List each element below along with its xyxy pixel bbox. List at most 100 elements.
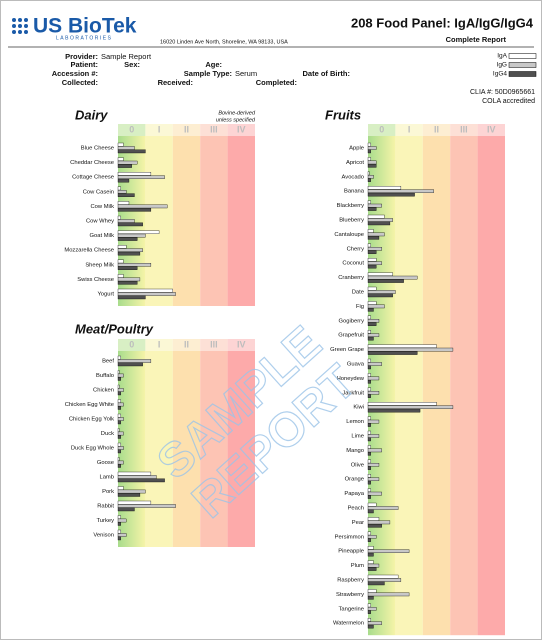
bar [367,517,380,521]
class-header [477,124,505,136]
food-label: Chicken Egg White [65,402,114,408]
bar [367,466,371,470]
food-label: Chicken [93,388,114,394]
bar [367,509,374,514]
food-label: Orange [345,477,364,483]
food-label: Sheep Milk [85,262,114,268]
logo-icon [12,18,28,34]
bar [367,387,371,392]
bar [367,229,374,233]
bar [367,275,418,280]
class-label: 0 [129,124,134,134]
bar [117,529,121,534]
bar [117,274,124,278]
food-label: Cow Milk [90,204,114,210]
legend-label: IgG [497,62,507,69]
bar [117,160,138,165]
bar [117,391,121,396]
food-label: Buffalo [96,373,114,379]
section-title: Dairy [75,107,108,122]
class-header [422,124,451,136]
bar [367,610,371,614]
food-label: Green Grape [330,347,364,353]
food-label: Duck Egg Whole [71,446,114,452]
class-header [395,124,423,136]
class-column [145,136,173,306]
food-label: Cheddar Cheese [70,160,114,166]
bar [117,186,121,191]
info-label: Provider: [65,52,98,61]
bar [117,399,121,403]
class-label: III [210,124,218,134]
bar [117,215,121,220]
class-header [368,124,396,136]
bar [117,504,176,508]
bar [117,233,146,238]
bar [367,459,371,464]
bar [367,192,415,197]
report-subtitle: Complete Report [446,35,507,44]
food-label: Lamb [99,475,114,481]
bar [117,486,124,490]
bar [117,190,127,194]
bar [117,428,120,432]
bar [367,315,371,320]
bar [367,596,374,600]
bar [117,413,121,418]
bar [367,563,380,568]
bar [117,515,121,519]
bar [367,618,371,622]
bar [367,308,374,312]
bar [117,201,130,205]
bar [367,538,371,542]
bar [117,178,130,183]
food-label: Cow Casein [83,189,114,195]
bar [367,491,382,496]
bar [367,520,391,525]
bar [367,376,380,381]
food-label: Gogiberry [339,318,365,324]
info-label: Accession #: [52,69,98,78]
bar [367,261,382,265]
bar [367,247,382,251]
bar [367,232,385,237]
bar [367,416,371,420]
food-label: Pear [352,520,364,526]
food-label: Grapefruit [338,333,364,339]
bar [367,290,396,294]
bar [367,178,371,182]
class-column [477,136,505,636]
bar [117,149,146,154]
bar [117,193,135,197]
info-label: Patient: [70,60,98,69]
bar [117,475,157,479]
class-column [172,351,201,547]
food-label: Blueberry [339,218,364,224]
bar [367,480,371,485]
bar [367,535,377,539]
food-label: Date [352,290,364,296]
food-label: Plum [351,563,364,569]
class-label: I [408,124,411,134]
bar [367,218,393,222]
class-column [450,136,478,636]
bar [117,417,124,421]
class-column [395,136,423,636]
class-header [172,124,201,136]
food-label: Strawberry [336,592,364,598]
class-label: III [460,124,468,134]
food-label: Pineapple [338,549,364,555]
food-label: Olive [351,462,364,468]
bar [117,518,127,523]
bar [117,435,121,439]
class-column [227,136,255,306]
bar [367,214,385,219]
bar [367,419,380,424]
class-header [200,124,228,136]
food-label: Turkey [96,518,114,524]
info-label: Completed: [256,78,297,87]
info-label: Date of Birth: [303,69,351,78]
bar [367,189,434,193]
bar [367,347,454,352]
food-label: Banana [344,189,365,195]
